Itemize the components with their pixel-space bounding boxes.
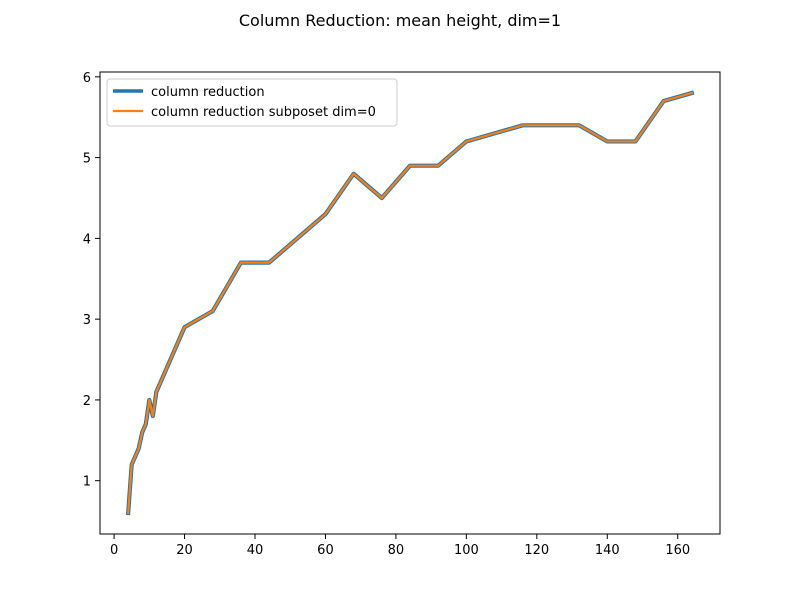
x-tick-label: 160 bbox=[665, 543, 690, 558]
y-tick-label: 5 bbox=[83, 152, 91, 167]
x-tick-label: 40 bbox=[247, 543, 264, 558]
x-tick-label: 80 bbox=[388, 543, 405, 558]
chart-title: Column Reduction: mean height, dim=1 bbox=[239, 11, 561, 30]
series-layer bbox=[125, 90, 695, 516]
legend: column reduction column reduction subpos… bbox=[106, 78, 398, 127]
x-axis: 0 20 40 60 80 100 120 140 160 bbox=[110, 534, 690, 558]
legend-box bbox=[106, 78, 398, 127]
y-tick-label: 3 bbox=[83, 313, 91, 328]
legend-label-column-reduction-subposet: column reduction subposet dim=0 bbox=[151, 105, 376, 120]
x-tick-label: 20 bbox=[176, 543, 193, 558]
x-tick-label: 60 bbox=[317, 543, 334, 558]
x-tick-label: 0 bbox=[110, 543, 118, 558]
y-tick-label: 2 bbox=[83, 394, 91, 409]
x-tick-label: 140 bbox=[595, 543, 620, 558]
y-tick-label: 6 bbox=[83, 71, 91, 86]
x-tick-label: 100 bbox=[454, 543, 479, 558]
x-tick-label: 120 bbox=[524, 543, 549, 558]
y-tick-label: 4 bbox=[83, 232, 91, 247]
y-axis: 1 2 3 4 5 6 bbox=[83, 71, 100, 490]
series-line-column-reduction-subposet bbox=[127, 91, 694, 515]
y-tick-label: 1 bbox=[83, 475, 91, 490]
plot-frame bbox=[99, 71, 721, 535]
series-line-column-reduction bbox=[125, 90, 695, 516]
legend-label-column-reduction: column reduction bbox=[151, 85, 265, 100]
